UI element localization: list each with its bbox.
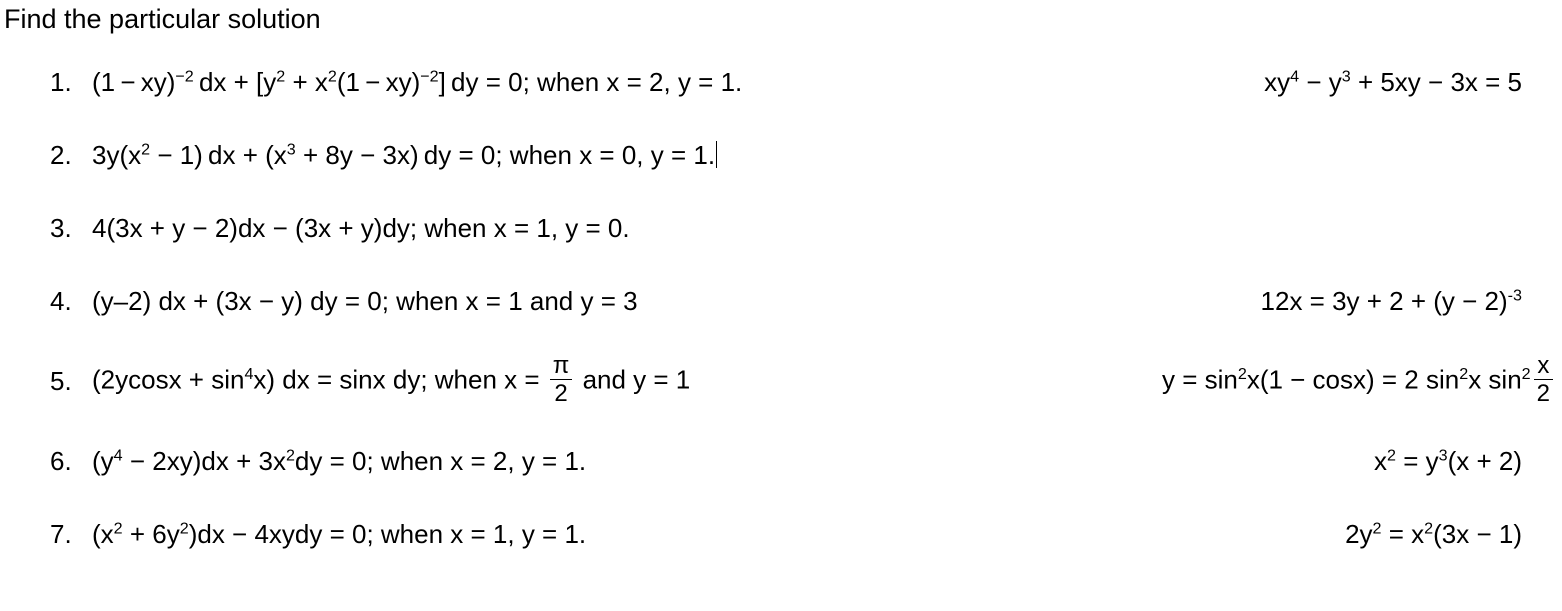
problem-equation: (y4 − 2xy)dx + 3x2dy = 0; when x = 2, y … xyxy=(92,442,586,481)
problem-item: 5.(2ycosx + sin4x) dx = sinx dy; when x … xyxy=(50,355,1562,408)
problem-equation: (1 − xy)−2 dx + [y2 + x2(1 − xy)−2] dy =… xyxy=(92,63,742,102)
problem-equation: 4(3x + y − 2)dx − (3x + y)dy; when x = 1… xyxy=(92,209,630,248)
problem-equation: 3y(x2 − 1) dx + (x3 + 8y − 3x) dy = 0; w… xyxy=(92,136,717,175)
problem-equation: (x2 + 6y2)dx − 4xydy = 0; when x = 1, y … xyxy=(92,515,586,554)
problem-item: 4.(y–2) dx + (3x − y) dy = 0; when x = 1… xyxy=(50,282,1562,321)
page-title: Find the particular solution xyxy=(4,4,1562,35)
problem-solution: y = sin2x(1 − cosx) = 2 sin2x sin2x2 xyxy=(1122,355,1562,408)
problem-solution: 2y2 = x2(3x − 1) xyxy=(1305,515,1562,554)
problem-number: 2. xyxy=(50,136,92,175)
problem-item: 2.3y(x2 − 1) dx + (x3 + 8y − 3x) dy = 0;… xyxy=(50,136,1562,175)
problem-item: 7.(x2 + 6y2)dx − 4xydy = 0; when x = 1, … xyxy=(50,515,1562,554)
problem-number: 7. xyxy=(50,515,92,554)
problem-list: 1.(1 − xy)−2 dx + [y2 + x2(1 − xy)−2] dy… xyxy=(4,63,1562,554)
problem-item: 6.(y4 − 2xy)dx + 3x2dy = 0; when x = 2, … xyxy=(50,442,1562,481)
problem-equation: (2ycosx + sin4x) dx = sinx dy; when x = … xyxy=(92,355,690,408)
problem-number: 6. xyxy=(50,442,92,481)
problem-number: 3. xyxy=(50,209,92,248)
problem-item: 1.(1 − xy)−2 dx + [y2 + x2(1 − xy)−2] dy… xyxy=(50,63,1562,102)
problem-solution: 12x = 3y + 2 + (y − 2)-3 xyxy=(1221,282,1562,321)
problem-solution: x2 = y3(x + 2) xyxy=(1334,442,1562,481)
problem-item: 3.4(3x + y − 2)dx − (3x + y)dy; when x =… xyxy=(50,209,1562,248)
problem-number: 4. xyxy=(50,282,92,321)
problem-number: 5. xyxy=(50,362,92,401)
problem-solution: xy4 − y3 + 5xy − 3x = 5 xyxy=(1224,63,1562,102)
problem-equation: (y–2) dx + (3x − y) dy = 0; when x = 1 a… xyxy=(92,282,638,321)
problem-number: 1. xyxy=(50,63,92,102)
